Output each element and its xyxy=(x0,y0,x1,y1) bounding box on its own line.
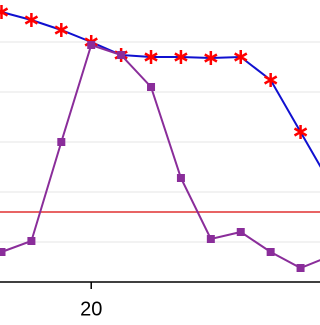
marker xyxy=(57,138,66,146)
marker xyxy=(87,41,96,49)
marker xyxy=(117,51,126,59)
series-line xyxy=(1,11,320,168)
series-line xyxy=(1,43,320,270)
axes: 20 xyxy=(0,281,320,320)
marker xyxy=(54,23,68,37)
marker xyxy=(147,83,156,91)
marker xyxy=(204,51,218,65)
marker xyxy=(144,50,158,64)
marker xyxy=(206,235,215,243)
marker xyxy=(293,125,308,139)
marker xyxy=(234,50,248,64)
marker xyxy=(0,248,6,256)
marker xyxy=(0,5,9,19)
marker xyxy=(266,248,275,256)
marker xyxy=(27,237,36,245)
marker xyxy=(296,264,305,272)
marker xyxy=(24,13,39,27)
plot-area xyxy=(0,5,320,272)
marker xyxy=(176,174,185,182)
x-tick-label: 20 xyxy=(80,298,102,320)
marker xyxy=(263,73,278,87)
marker xyxy=(174,50,188,64)
marker xyxy=(236,228,245,236)
